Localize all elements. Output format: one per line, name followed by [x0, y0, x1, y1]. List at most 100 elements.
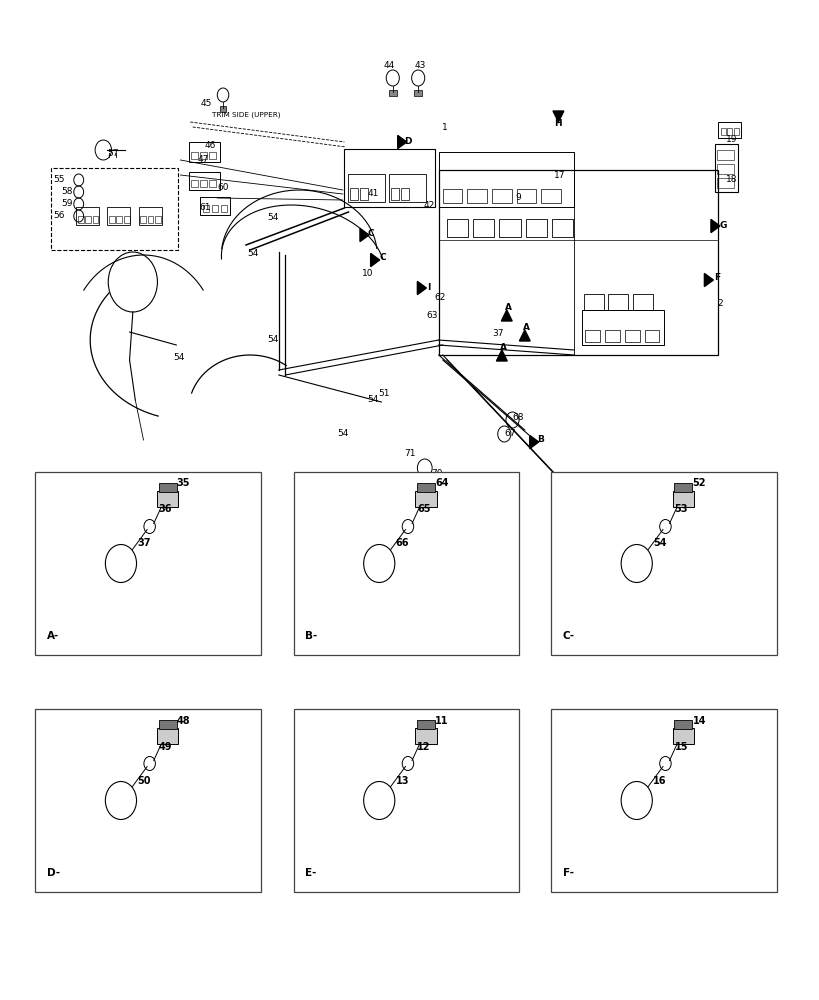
Bar	[717, 164, 733, 174]
Bar	[157, 491, 179, 506]
Text: 56: 56	[53, 212, 65, 221]
Bar	[415, 491, 437, 506]
Text: 62: 62	[434, 294, 446, 302]
Polygon shape	[529, 435, 538, 449]
Bar	[674, 720, 692, 728]
Text: 67: 67	[504, 428, 515, 438]
Bar	[632, 294, 652, 310]
Text: 43: 43	[414, 60, 425, 70]
Text: B: B	[536, 436, 543, 444]
Text: 57: 57	[107, 148, 119, 157]
Text: 37: 37	[491, 328, 503, 338]
Bar	[140, 216, 146, 223]
Bar	[714, 144, 737, 192]
Bar	[293, 709, 518, 892]
Bar	[93, 216, 98, 223]
Text: C: C	[379, 253, 386, 262]
Text: D: D	[404, 137, 412, 146]
Text: 15: 15	[674, 742, 687, 752]
Text: 18: 18	[725, 176, 736, 184]
Bar	[200, 180, 206, 187]
Text: 54: 54	[337, 428, 348, 438]
Text: 46: 46	[205, 140, 216, 149]
Bar	[717, 150, 733, 160]
Text: 54: 54	[385, 474, 396, 483]
Bar	[159, 483, 177, 492]
Bar	[360, 188, 368, 200]
Text: A: A	[523, 324, 529, 332]
Bar	[672, 728, 694, 744]
Polygon shape	[704, 273, 713, 287]
Text: 68: 68	[512, 414, 523, 422]
Bar	[78, 216, 84, 223]
Polygon shape	[397, 135, 406, 149]
Bar	[209, 152, 215, 159]
Text: 70: 70	[431, 468, 442, 478]
Bar	[85, 216, 91, 223]
Text: 54: 54	[653, 538, 666, 548]
Text: 11: 11	[434, 716, 448, 726]
Bar	[35, 472, 260, 655]
Bar	[211, 205, 218, 212]
Bar	[391, 188, 399, 200]
Text: 36: 36	[159, 504, 172, 514]
Text: F: F	[713, 273, 720, 282]
Bar	[417, 483, 435, 492]
Bar	[188, 142, 219, 162]
Text: 50: 50	[138, 776, 151, 786]
Text: 2: 2	[717, 298, 722, 308]
Polygon shape	[710, 219, 719, 233]
Text: 71: 71	[404, 448, 415, 458]
Text: I: I	[427, 284, 430, 292]
Bar	[598, 487, 665, 513]
Text: 64: 64	[434, 479, 448, 488]
Text: 54: 54	[267, 336, 278, 344]
Bar	[438, 152, 573, 207]
Bar	[473, 219, 494, 237]
Text: E-: E-	[305, 868, 316, 878]
Text: 70: 70	[414, 486, 426, 494]
Text: 65: 65	[417, 504, 430, 514]
Bar	[525, 219, 546, 237]
Bar	[550, 472, 776, 655]
Bar	[116, 216, 122, 223]
Text: C-: C-	[562, 631, 574, 641]
Text: 54: 54	[247, 249, 258, 258]
Text: 69: 69	[437, 506, 448, 514]
Text: 59: 59	[61, 198, 73, 208]
Text: 17: 17	[553, 172, 564, 180]
Text: 16: 16	[653, 776, 666, 786]
Bar	[202, 205, 209, 212]
Text: 45: 45	[201, 99, 212, 107]
Bar	[672, 491, 694, 506]
Text: G: G	[719, 221, 726, 230]
Text: 54: 54	[267, 214, 278, 223]
Text: 52: 52	[691, 479, 705, 488]
Text: A: A	[500, 344, 506, 353]
Bar	[191, 180, 197, 187]
Text: 49: 49	[159, 742, 172, 752]
Text: 9: 9	[514, 194, 521, 202]
Polygon shape	[370, 253, 379, 267]
Text: A: A	[505, 304, 511, 312]
Bar	[446, 219, 468, 237]
Bar	[293, 472, 518, 655]
Polygon shape	[518, 330, 530, 341]
Text: A-: A-	[47, 631, 59, 641]
Bar	[159, 720, 177, 728]
Bar	[733, 128, 738, 135]
Bar	[550, 709, 776, 892]
Polygon shape	[495, 350, 507, 361]
Text: 63: 63	[426, 310, 437, 320]
Bar	[389, 174, 425, 202]
Polygon shape	[360, 228, 369, 242]
Bar	[200, 197, 229, 215]
Bar	[400, 188, 409, 200]
Bar	[147, 216, 153, 223]
Bar	[644, 330, 658, 342]
Text: 54: 54	[367, 395, 378, 404]
Bar	[124, 216, 129, 223]
Bar	[499, 219, 520, 237]
Bar	[608, 294, 627, 310]
Bar	[200, 152, 206, 159]
